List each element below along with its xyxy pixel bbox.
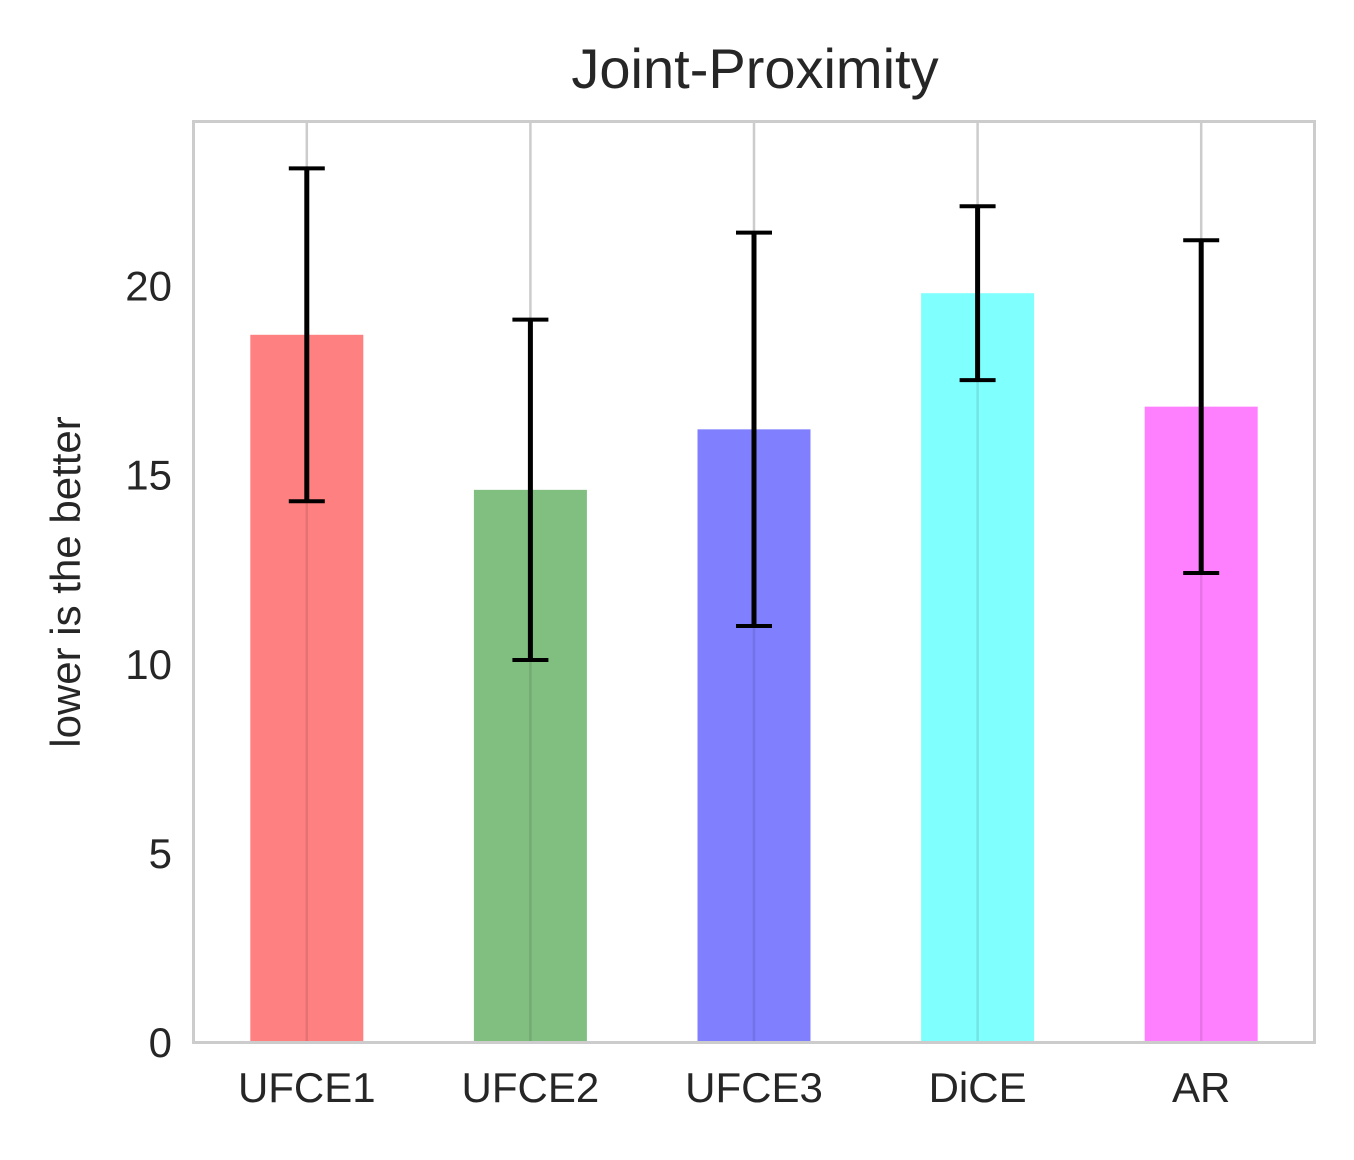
chart-title: Joint-Proximity: [571, 37, 938, 100]
error-bar-dice: [959, 204, 996, 383]
x-axis-ticks: UFCE1 UFCE2 UFCE3 DiCE AR: [238, 1064, 1230, 1111]
y-tick-label-15: 15: [125, 452, 172, 499]
x-tick-label-dice: DiCE: [929, 1064, 1027, 1111]
error-bar-ufce2: [512, 317, 549, 663]
y-tick-label-20: 20: [125, 263, 172, 310]
error-bar-ar: [1183, 238, 1220, 576]
x-tick-label-ar: AR: [1172, 1064, 1230, 1111]
bar-dice: [921, 293, 1035, 1042]
y-tick-label-10: 10: [125, 641, 172, 688]
y-axis-label: lower is the better: [42, 416, 89, 748]
x-tick-label-ufce2: UFCE2: [462, 1064, 600, 1111]
x-tick-label-ufce1: UFCE1: [238, 1064, 376, 1111]
error-bar-ufce3: [736, 230, 772, 628]
y-tick-label-5: 5: [149, 830, 172, 877]
error-bar-ufce1: [288, 166, 325, 504]
bars: [250, 293, 1258, 1042]
y-tick-label-0: 0: [149, 1019, 172, 1066]
x-tick-label-ufce3: UFCE3: [685, 1064, 823, 1111]
error-bars: [288, 166, 1220, 663]
plot-frame: [192, 120, 1316, 1044]
y-axis-ticks: 0 5 10 15 20: [125, 263, 172, 1066]
